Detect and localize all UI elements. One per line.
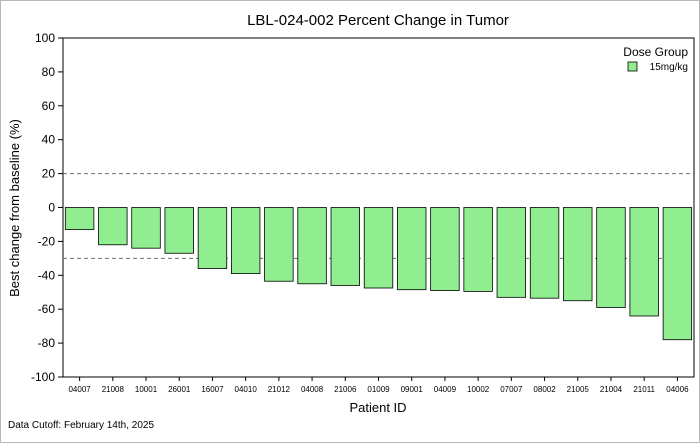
- x-tick-label: 04010: [235, 385, 258, 394]
- x-axis: 04007 21008 10001 26001 16007 04010 21012 04008…: [68, 377, 689, 394]
- x-tick-label: 07007: [500, 385, 523, 394]
- y-tick-label: 100: [35, 31, 55, 45]
- x-tick-label: 09001: [401, 385, 424, 394]
- bar-26001: [164, 207, 194, 254]
- x-tick-label: 26001: [168, 385, 191, 394]
- bar-21004: [596, 207, 626, 308]
- x-tick-label: 04006: [666, 385, 689, 394]
- bar-21006: [330, 207, 360, 286]
- bar-10001: [131, 207, 161, 249]
- y-axis-label: Best change from baseline (%): [7, 119, 22, 297]
- bar-09001: [397, 207, 427, 291]
- x-axis-label: Patient ID: [349, 400, 406, 415]
- x-tick-label: 04009: [434, 385, 457, 394]
- data-cutoff-note: Data Cutoff: February 14th, 2025: [8, 420, 155, 431]
- bar-04010: [230, 207, 261, 275]
- y-tick-label: 60: [42, 99, 56, 113]
- bars-group: [64, 207, 693, 341]
- x-tick-label: 01009: [367, 385, 390, 394]
- bar-21012: [264, 207, 294, 282]
- y-tick-label: -80: [38, 336, 56, 350]
- legend-title: Dose Group: [623, 45, 688, 59]
- y-tick-label: 80: [42, 65, 56, 79]
- bar-04006: [662, 207, 693, 341]
- x-tick-label: 21008: [102, 385, 125, 394]
- bar-16007: [197, 207, 228, 269]
- bar-01009: [363, 207, 394, 289]
- y-tick-label: -20: [38, 234, 56, 248]
- x-tick-label: 21011: [633, 385, 655, 394]
- y-axis: 100 80 60 40 20 0 -20 -40 -60 -80 -100: [31, 31, 63, 384]
- x-tick-label: 04007: [68, 385, 91, 394]
- bar-10002: [463, 207, 493, 292]
- chart-title: LBL-024-002 Percent Change in Tumor: [247, 12, 509, 29]
- x-tick-label: 08002: [533, 385, 556, 394]
- x-tick-label: 10002: [467, 385, 490, 394]
- legend-label: 15mg/kg: [650, 62, 688, 73]
- legend: Dose Group 15mg/kg: [623, 45, 688, 73]
- x-tick-label: 21004: [600, 385, 623, 394]
- bar-21008: [98, 207, 128, 246]
- bar-21005: [563, 207, 593, 302]
- bar-04008: [297, 207, 327, 285]
- y-tick-label: 20: [42, 167, 56, 181]
- bar-07007: [496, 207, 527, 298]
- x-tick-label: 04008: [301, 385, 324, 394]
- x-tick-label: 21005: [567, 385, 590, 394]
- y-tick-label: -40: [38, 268, 56, 282]
- y-tick-label: 0: [48, 201, 55, 215]
- bar-21011: [629, 207, 659, 317]
- bar-08002: [529, 207, 560, 299]
- bar-04007: [64, 207, 95, 230]
- y-tick-label: 40: [42, 133, 56, 147]
- bar-04009: [430, 207, 460, 291]
- x-tick-label: 21006: [334, 385, 357, 394]
- legend-swatch: [627, 61, 638, 72]
- x-tick-label: 10001: [135, 385, 158, 394]
- y-tick-label: -100: [31, 370, 55, 384]
- x-tick-label: 16007: [201, 385, 224, 394]
- x-tick-label: 21012: [268, 385, 291, 394]
- y-tick-label: -60: [38, 302, 56, 316]
